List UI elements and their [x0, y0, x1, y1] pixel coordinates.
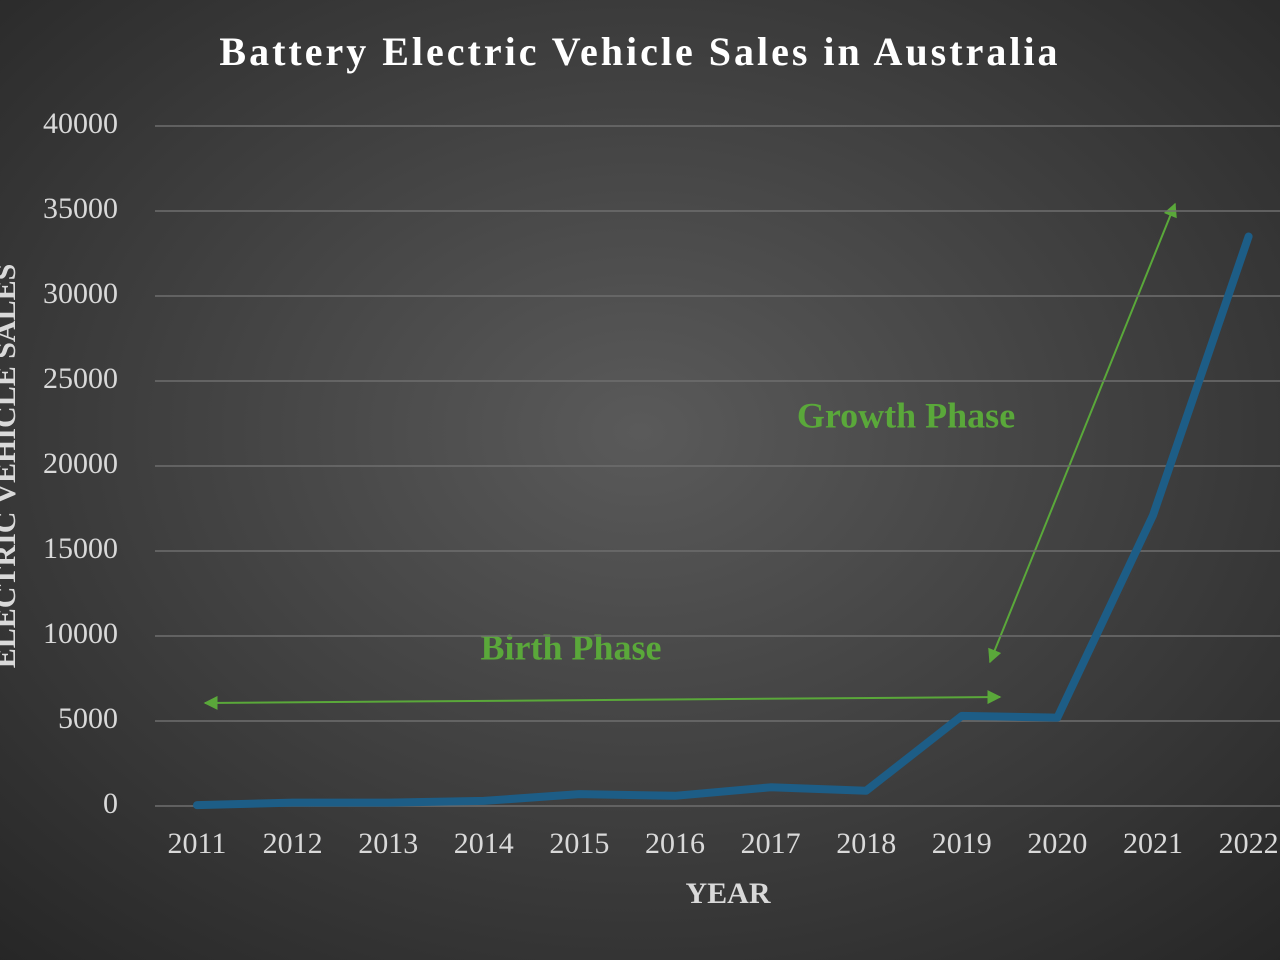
annotation: Growth Phase [797, 395, 1015, 435]
y-tick-label: 40000 [43, 107, 118, 140]
x-tick-label: 2018 [836, 827, 896, 860]
x-tick-label: 2021 [1123, 827, 1183, 860]
x-tick-label: 2019 [932, 827, 992, 860]
x-tick-label: 2014 [454, 827, 514, 860]
chart-title: Battery Electric Vehicle Sales in Austra… [219, 29, 1060, 74]
growth-arrow [988, 202, 1177, 664]
birth-arrow [203, 690, 1002, 710]
x-tick-label: 2015 [549, 827, 609, 860]
plot [193, 232, 1253, 810]
x-tick-label: 2020 [1027, 827, 1087, 860]
y-tick-label: 15000 [43, 532, 118, 565]
x-tick-label: 2022 [1219, 827, 1279, 860]
y-tick-label: 10000 [43, 617, 118, 650]
annotation: Birth Phase [480, 627, 661, 667]
y-tick-label: 25000 [43, 362, 118, 395]
y-tick-label: 30000 [43, 277, 118, 310]
y-tick-label: 20000 [43, 447, 118, 480]
x-tick-label: 2013 [358, 827, 418, 860]
x-tick-label: 2016 [645, 827, 705, 860]
y-tick-label: 0 [103, 787, 118, 820]
y-tick-label: 5000 [58, 702, 118, 735]
y-axis-label: ELECTRIC VEHICLE SALES [0, 264, 22, 669]
x-axis-label: YEAR [685, 877, 770, 910]
y-tick-label: 35000 [43, 192, 118, 225]
series-line [193, 232, 1253, 810]
x-tick-label: 2017 [741, 827, 801, 860]
x-tick-label: 2011 [168, 827, 227, 860]
x-tick-label: 2012 [263, 827, 323, 860]
